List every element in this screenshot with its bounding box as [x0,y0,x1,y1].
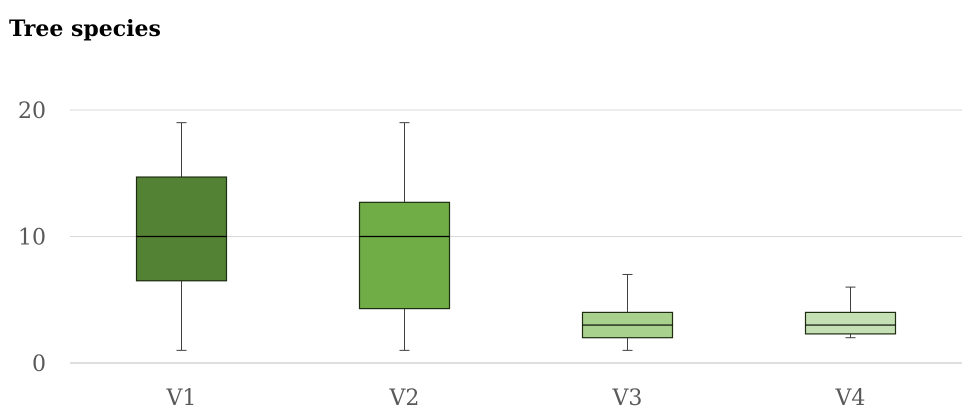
box-V4 [804,286,897,339]
iqr-box [135,176,228,282]
y-axis-tick-labels: 0 10 20 [18,99,46,377]
iqr-box [358,201,451,310]
iqr-box [804,311,897,335]
y-tick-label: 20 [18,99,46,124]
box-V2 [358,122,451,351]
y-tick-label: 10 [18,226,46,251]
box-V3 [581,273,674,351]
box-V1 [135,122,228,351]
x-tick-label: V4 [835,386,866,411]
box-series [135,122,897,351]
x-tick-label: V2 [389,386,420,411]
x-tick-label: V3 [612,386,643,411]
x-axis-tick-labels: V1 V2 V3 V4 [166,386,866,411]
x-tick-label: V1 [166,386,197,411]
y-tick-label: 0 [32,352,46,377]
chart-title: Tree species [9,16,161,42]
